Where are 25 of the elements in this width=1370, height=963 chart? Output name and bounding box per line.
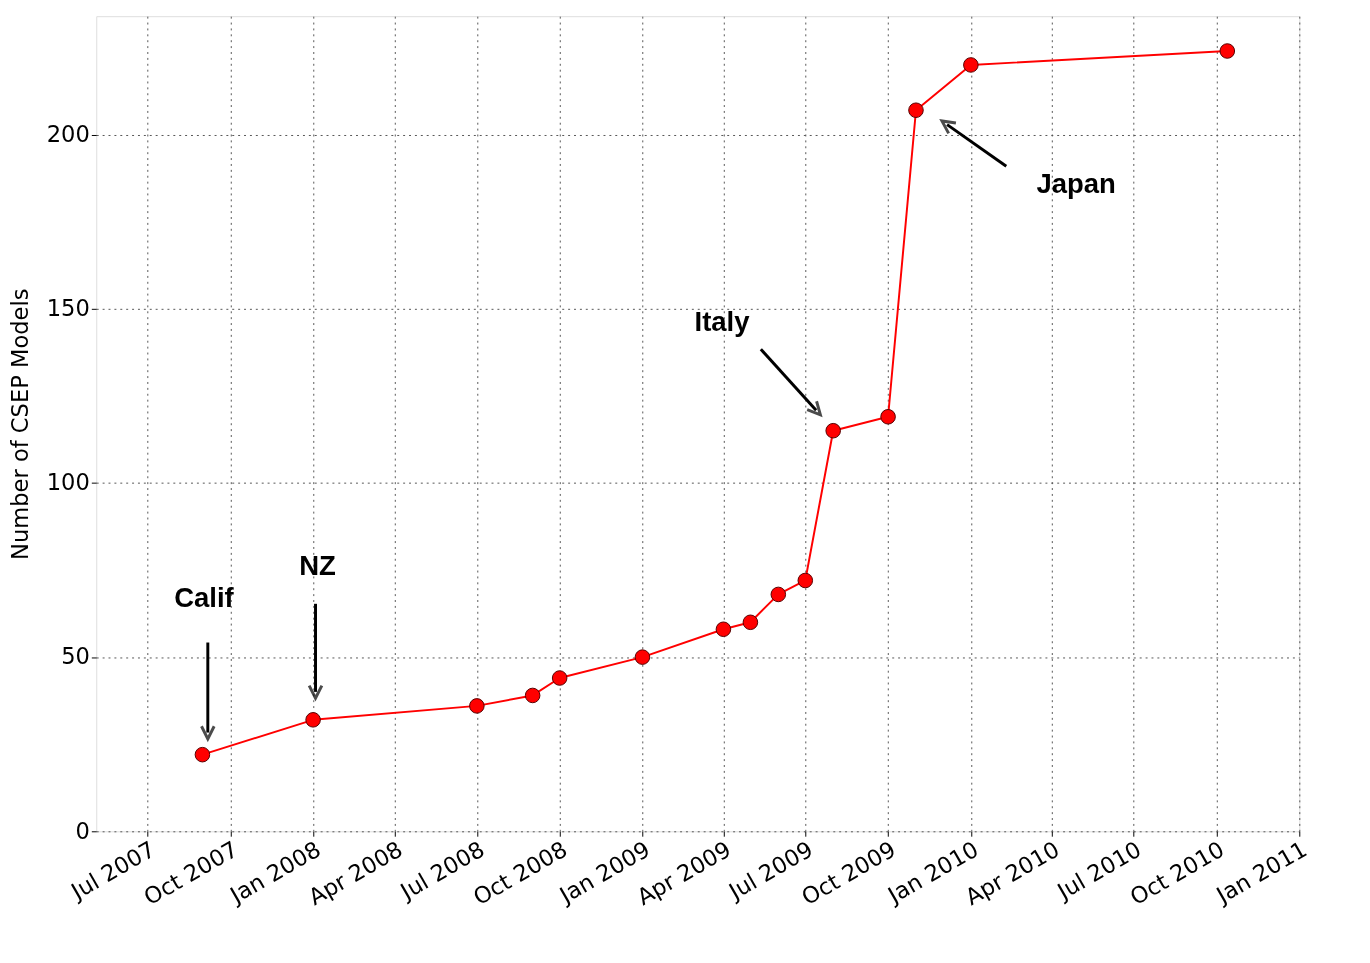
point — [908, 102, 924, 118]
annotation: NZ — [299, 549, 336, 581]
point — [715, 621, 732, 638]
point — [1219, 43, 1236, 59]
y-tick-label: 50 — [61, 643, 90, 670]
y-tick-label: 150 — [46, 295, 90, 322]
point — [551, 670, 568, 686]
y-tick-label: 200 — [46, 120, 90, 147]
y-tick-label: 0 — [75, 817, 90, 844]
point — [305, 712, 321, 728]
point — [963, 57, 979, 73]
point — [469, 698, 485, 714]
annotation: Japan — [1036, 168, 1116, 200]
annotation: Italy — [694, 305, 751, 337]
point — [770, 586, 787, 603]
y-axis-title: Number of CSEP Models — [7, 288, 34, 560]
point — [524, 687, 541, 704]
point — [634, 649, 651, 665]
point — [797, 572, 814, 589]
point — [825, 422, 841, 439]
point — [194, 746, 211, 763]
annotation: Calif — [174, 581, 235, 613]
y-tick-label: 100 — [46, 469, 90, 496]
point — [742, 614, 759, 631]
point — [880, 409, 896, 425]
